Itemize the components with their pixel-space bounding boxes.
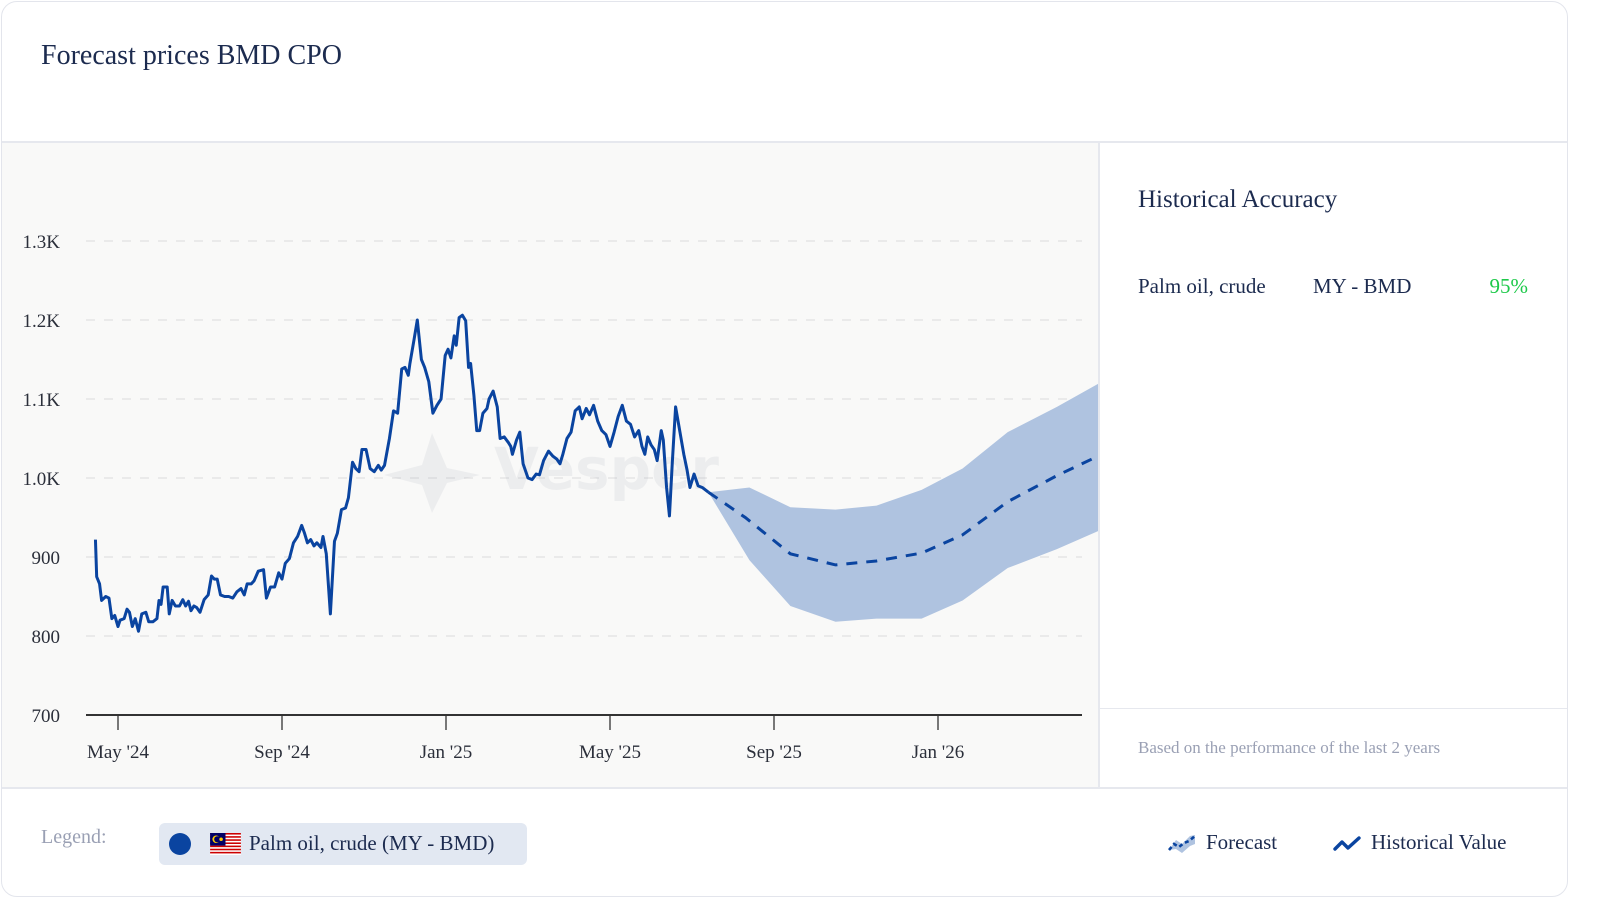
x-tick-label: May '24	[87, 742, 150, 763]
chart-area[interactable]: Vesper 700 800 900 1.0K 1.1K 1.2K 1.3K May '24…	[2, 143, 1098, 787]
page-title: Forecast prices BMD CPO	[41, 40, 342, 71]
legend-forecast: Forecast	[1168, 828, 1298, 858]
panel-divider	[1098, 143, 1100, 787]
forecast-series	[707, 454, 1098, 567]
y-tick-label: 1.3K	[23, 232, 61, 253]
y-tick-label: 700	[32, 706, 61, 727]
forecast-band	[708, 383, 1098, 622]
forecast-card: Forecast prices BMD CPO Vesper 700 800 900…	[1, 1, 1568, 897]
legend-series-label: Palm oil, crude (MY - BMD)	[249, 831, 495, 855]
y-tick-label: 900	[32, 548, 61, 569]
y-tick-label: 800	[32, 627, 61, 648]
accuracy-commodity: Palm oil, crude	[1138, 274, 1266, 298]
grid-lines	[86, 240, 1082, 637]
forecast-icon	[1168, 835, 1196, 853]
accuracy-note: Based on the performance of the last 2 y…	[1138, 738, 1441, 757]
forecast-label: Forecast	[1206, 830, 1278, 854]
accuracy-market: MY - BMD	[1313, 274, 1412, 298]
star-logo-icon	[384, 433, 480, 513]
x-tick-label: Jan '26	[912, 742, 965, 763]
x-tick-label: Sep '24	[254, 742, 310, 763]
forecast-range-band	[708, 383, 1098, 622]
series-color-dot	[169, 833, 191, 855]
x-axis: May '24 Sep '24 Jan '25 May '25 Sep '25 Jan '…	[86, 714, 1082, 763]
y-tick-label: 1.1K	[23, 390, 61, 411]
side-divider	[1100, 708, 1567, 709]
accuracy-row: Palm oil, crude MY - BMD 95%	[1138, 274, 1528, 302]
malaysia-flag-icon	[210, 833, 241, 855]
y-tick-label: 1.0K	[23, 469, 61, 490]
accuracy-title: Historical Accuracy	[1138, 186, 1338, 213]
accuracy-value: 95%	[1489, 274, 1529, 298]
x-tick-label: Sep '25	[746, 742, 802, 763]
header-divider	[2, 141, 1567, 143]
historical-series	[93, 313, 710, 633]
x-tick-label: Jan '25	[420, 742, 473, 763]
legend-label: Legend:	[41, 826, 107, 848]
x-tick-label: May '25	[579, 742, 641, 763]
y-axis: 700 800 900 1.0K 1.1K 1.2K 1.3K	[23, 232, 61, 727]
historical-value-icon	[1333, 836, 1361, 851]
footer-divider	[2, 787, 1567, 789]
legend-series-chip[interactable]: Palm oil, crude (MY - BMD)	[159, 823, 527, 865]
legend-historical: Historical Value	[1333, 828, 1533, 858]
historical-value-label: Historical Value	[1371, 830, 1507, 854]
y-tick-label: 1.2K	[23, 311, 61, 332]
